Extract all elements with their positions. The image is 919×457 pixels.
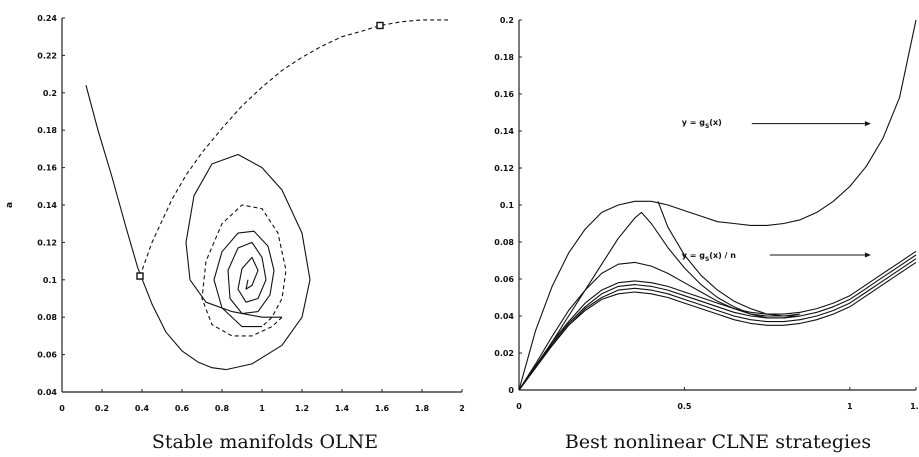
x-tick-label: 0.2 — [95, 404, 109, 413]
y-tick-label: 0.2 — [500, 16, 514, 25]
x-tick-label: 1 — [259, 404, 265, 413]
y-tick-label: 0.14 — [494, 127, 514, 136]
y-tick-label: 0.12 — [37, 238, 57, 247]
annotation-arrowhead — [864, 252, 871, 258]
x-tick-label: 1.2 — [295, 404, 309, 413]
x-tick-label: 0 — [516, 402, 522, 411]
x-tick-label: 0.5 — [677, 402, 692, 411]
y-tick-label: 0.04 — [37, 388, 57, 397]
y-tick-label: 0.2 — [43, 89, 57, 98]
x-tick-label: 1.6 — [375, 404, 390, 413]
annotation-label: y = gS(x) / n — [682, 251, 737, 263]
y-tick-label: 0.04 — [494, 312, 514, 321]
x-tick-label: 0.6 — [175, 404, 190, 413]
y-tick-label: 0.24 — [37, 14, 57, 23]
annotation-label: y = gS(x) — [682, 118, 722, 130]
y-tick-label: 0.14 — [37, 201, 57, 210]
left-chart-stable-manifolds: 0.040.060.080.10.120.140.160.180.20.220.… — [5, 14, 465, 453]
x-tick-label: 2 — [459, 404, 465, 413]
y-tick-label: 0.02 — [494, 349, 514, 358]
y-tick-label: 0.22 — [37, 51, 57, 60]
y-tick-label: 0.06 — [494, 275, 514, 284]
series-line — [201, 204, 287, 337]
x-tick-label: 0.8 — [215, 404, 230, 413]
series-line — [657, 201, 801, 317]
y-tick-label: 0.1 — [43, 276, 58, 285]
y-tick-label: 0.1 — [500, 201, 515, 210]
y-tick-label: 0.06 — [37, 351, 57, 360]
series-line — [518, 211, 801, 391]
right-chart-clne-strategies: 0 0.02 0.04 0.06 0.08 0.1 0.12 0.14 0.16 0.18 0.2 0… — [494, 16, 919, 453]
series-line — [518, 261, 801, 391]
series-line — [185, 153, 311, 371]
x-tick-label: 1 — [847, 402, 853, 411]
point-marker — [376, 21, 384, 30]
x-tick-label: 0.4 — [135, 404, 150, 413]
series-line — [518, 19, 917, 391]
chart-caption: Stable manifolds OLNE — [152, 431, 378, 453]
x-tick-label: 1.4 — [335, 404, 350, 413]
y-tick-label: 0.08 — [37, 313, 57, 322]
x-tick-label: 1.: — [910, 402, 919, 411]
series-line — [85, 85, 227, 371]
y-axis-label: a — [5, 202, 15, 208]
y-tick-label: 0.16 — [37, 164, 57, 173]
x-tick-label: 1.8 — [415, 404, 430, 413]
series-line — [518, 258, 917, 391]
chart-caption: Best nonlinear CLNE strategies — [565, 431, 871, 453]
y-tick-label: 0 — [508, 386, 514, 395]
series-line — [518, 250, 917, 391]
series-line — [213, 230, 275, 328]
series-line — [518, 261, 917, 391]
series-line — [518, 254, 917, 391]
series-line — [139, 19, 448, 277]
y-tick-label: 0.18 — [494, 53, 514, 62]
y-tick-label: 0.12 — [494, 164, 514, 173]
y-tick-label: 0.08 — [494, 238, 514, 247]
y-tick-label: 0.16 — [494, 90, 514, 99]
point-marker — [136, 272, 144, 280]
y-tick-label: 0.18 — [37, 126, 57, 135]
annotation-arrowhead — [864, 121, 871, 127]
x-tick-label: 0 — [59, 404, 65, 413]
